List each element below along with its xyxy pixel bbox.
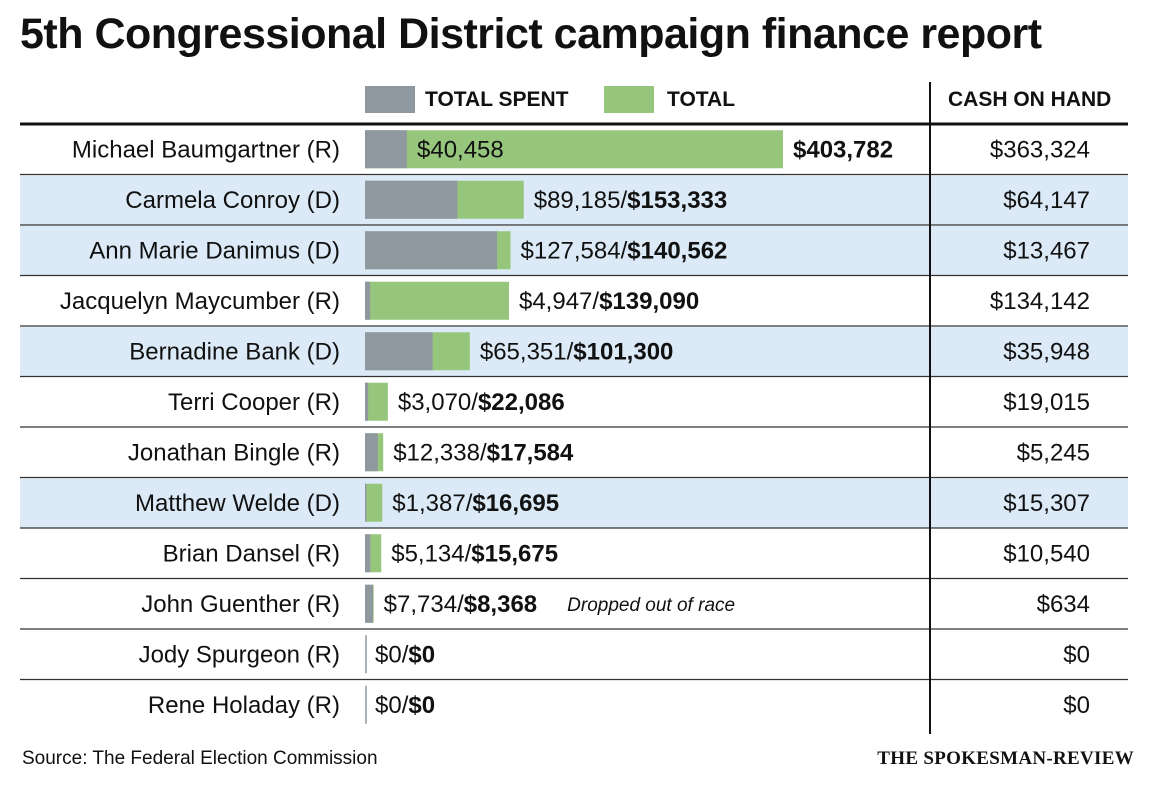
- value-label-1: $40,458 $403,782: [417, 136, 893, 163]
- total-value-8: $16,695: [472, 490, 559, 517]
- cash-on-hand-9: $10,540: [1003, 540, 1090, 567]
- legend-label-spent: TOTAL SPENT: [425, 88, 569, 111]
- bar-spent-2: [365, 180, 458, 219]
- bar-spent-6: [365, 382, 369, 421]
- candidate-name-5: Bernadine Bank (D): [129, 338, 340, 365]
- cash-on-hand-10: $634: [1037, 591, 1090, 618]
- spent-value-3: $127,584/: [521, 237, 628, 264]
- value-label-12: $0/$0: [375, 692, 435, 719]
- spent-value-8: $1,387/: [392, 490, 472, 517]
- total-value-12: $0: [408, 692, 435, 719]
- bar-total-6: [365, 382, 388, 421]
- candidate-name-2: Carmela Conroy (D): [125, 187, 340, 214]
- legend-label-total: TOTAL: [667, 88, 736, 111]
- candidate-name-4: Jacquelyn Maycumber (R): [60, 288, 340, 315]
- cash-on-hand-4: $134,142: [990, 288, 1090, 315]
- spent-value-7: $12,338/: [393, 439, 487, 466]
- value-label-8: $1,387/$16,695: [392, 490, 559, 517]
- row-highlight-2: [20, 175, 1128, 225]
- total-value-7: $17,584: [487, 439, 574, 466]
- total-value-1: $403,782: [793, 136, 893, 163]
- candidate-name-3: Ann Marie Danimus (D): [89, 237, 340, 264]
- source-note: Source: The Federal Election Commission: [22, 748, 378, 769]
- value-label-10: $7,734/$8,368: [384, 591, 537, 618]
- value-label-6: $3,070/$22,086: [398, 389, 565, 416]
- candidate-name-8: Matthew Welde (D): [135, 490, 340, 517]
- note-10: Dropped out of race: [567, 595, 735, 616]
- value-label-3: $127,584/$140,562: [521, 237, 728, 264]
- cash-on-hand-2: $64,147: [1003, 187, 1090, 214]
- publisher-logo: THE SPOKESMAN-REVIEW: [877, 748, 1134, 769]
- bar-spent-5: [365, 332, 433, 371]
- total-value-5: $101,300: [573, 338, 673, 365]
- value-label-4: $4,947/$139,090: [519, 288, 699, 315]
- candidate-name-6: Terri Cooper (R): [168, 389, 340, 416]
- value-label-9: $5,134/$15,675: [391, 540, 558, 567]
- candidate-name-12: Rene Holaday (R): [148, 692, 340, 719]
- candidate-name-1: Michael Baumgartner (R): [72, 136, 340, 163]
- bar-spent-8: [365, 483, 367, 522]
- bar-spent-9: [365, 534, 371, 573]
- spent-value-10: $7,734/: [384, 591, 464, 618]
- cash-on-hand-3: $13,467: [1003, 237, 1090, 264]
- bar-spent-10: [365, 584, 374, 623]
- cash-on-hand-1: $363,324: [990, 136, 1090, 163]
- bar-spent-4: [365, 281, 371, 320]
- total-value-10: $8,368: [464, 591, 537, 618]
- row-highlight-8: [20, 478, 1128, 528]
- candidate-name-10: John Guenther (R): [141, 591, 340, 618]
- legend-swatch-spent: [365, 86, 415, 113]
- chart-title: 5th Congressional District campaign fina…: [20, 10, 1042, 58]
- spent-value-12: $0/: [375, 692, 409, 719]
- spent-value-11: $0/: [375, 641, 409, 668]
- value-label-5: $65,351/$101,300: [480, 338, 674, 365]
- spent-value-1: $40,458: [417, 136, 504, 163]
- total-value-2: $153,333: [627, 187, 727, 214]
- spent-value-5: $65,351/: [480, 338, 574, 365]
- spent-value-4: $4,947/: [519, 288, 599, 315]
- cash-on-hand-5: $35,948: [1003, 338, 1090, 365]
- candidate-name-9: Brian Dansel (R): [163, 540, 340, 567]
- spent-value-9: $5,134/: [391, 540, 471, 567]
- spent-value-6: $3,070/: [398, 389, 478, 416]
- bar-total-1: [365, 130, 783, 169]
- bar-spent-7: [365, 433, 378, 472]
- bar-total-8: [365, 483, 383, 522]
- candidate-name-11: Jody Spurgeon (R): [139, 641, 340, 668]
- cash-on-hand-6: $19,015: [1003, 389, 1090, 416]
- bar-total-4: [365, 281, 509, 320]
- value-label-2: $89,185/$153,333: [534, 187, 728, 214]
- total-value-3: $140,562: [627, 237, 727, 264]
- total-value-11: $0: [408, 641, 435, 668]
- value-label-11: $0/$0: [375, 641, 435, 668]
- legend-swatch-total: [604, 86, 654, 113]
- bar-spent-3: [365, 231, 498, 270]
- cash-on-hand-11: $0: [1063, 641, 1090, 668]
- total-value-9: $15,675: [471, 540, 558, 567]
- cash-on-hand-8: $15,307: [1003, 490, 1090, 517]
- total-value-4: $139,090: [599, 288, 699, 315]
- cash-on-hand-12: $0: [1063, 692, 1090, 719]
- spent-value-2: $89,185/: [534, 187, 628, 214]
- row-highlight-3: [20, 226, 1128, 276]
- bar-spent-1: [365, 130, 407, 169]
- total-value-6: $22,086: [478, 389, 565, 416]
- row-highlight-5: [20, 327, 1128, 377]
- finance-chart: Michael Baumgartner (R) $40,458 $403,782 $3…: [20, 82, 1128, 734]
- cash-on-hand-header: CASH ON HAND: [948, 88, 1112, 111]
- cash-on-hand-7: $5,245: [1017, 439, 1090, 466]
- value-label-7: $12,338/$17,584: [393, 439, 574, 466]
- candidate-name-7: Jonathan Bingle (R): [128, 439, 340, 466]
